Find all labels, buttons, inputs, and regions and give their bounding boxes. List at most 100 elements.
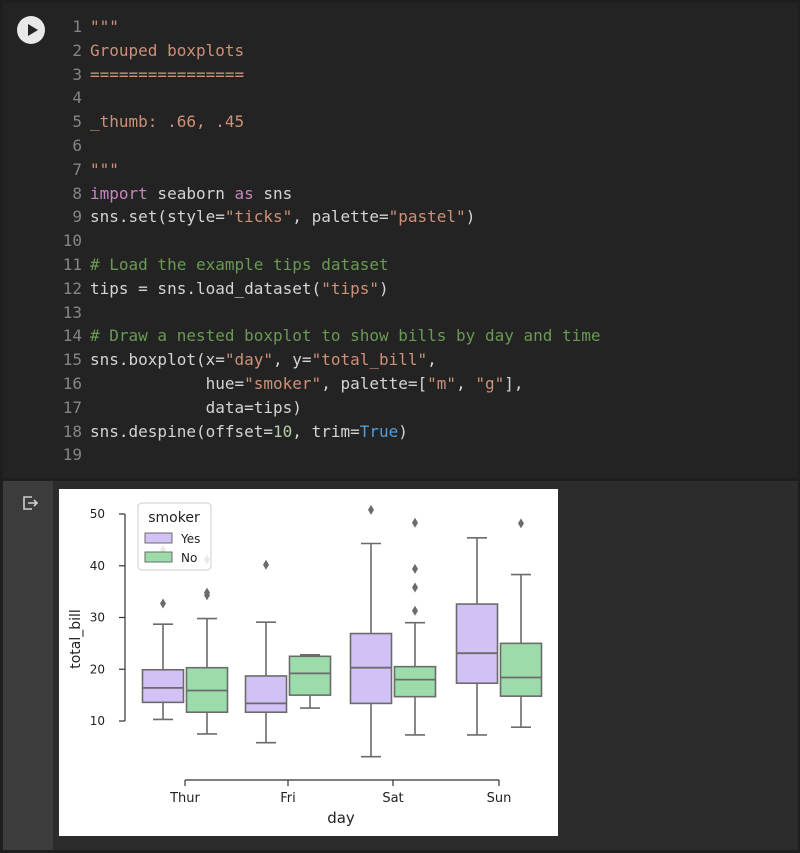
code-line: 1 """ bbox=[58, 15, 793, 39]
code-token: # Load the example tips dataset bbox=[90, 254, 389, 274]
outlier-point bbox=[204, 587, 210, 598]
y-tick-label: 20 bbox=[90, 662, 105, 676]
code-line: 16 hue="smoker", palette=["m", "g"], bbox=[58, 372, 793, 396]
code-token: , palette= bbox=[292, 207, 389, 227]
code-token: "m" bbox=[427, 373, 457, 393]
line-number: 1 bbox=[72, 17, 82, 36]
legend-label-no: No bbox=[181, 551, 197, 565]
code-editor[interactable]: 1 """ 2 Grouped boxplots 3 ================ 4 5… bbox=[58, 15, 793, 467]
line-number: 18 bbox=[62, 421, 82, 441]
code-line: 15 sns.boxplot(x="day", y="total_bill", bbox=[58, 348, 793, 372]
play-icon bbox=[28, 24, 38, 36]
code-line: 19 bbox=[58, 443, 793, 467]
code-token: sns.boxplot(x= bbox=[90, 350, 225, 370]
line-number: 9 bbox=[72, 207, 82, 227]
line-number: 7 bbox=[72, 159, 82, 179]
output-redirect-icon[interactable] bbox=[21, 494, 39, 512]
y-tick-label: 50 bbox=[90, 507, 105, 521]
code-token: , bbox=[427, 350, 437, 370]
code-cell[interactable]: 1 """ 2 Grouped boxplots 3 ================ 4 5… bbox=[3, 3, 798, 478]
line-number: 13 bbox=[62, 302, 82, 322]
code-token: Grouped boxplots bbox=[90, 40, 245, 60]
legend-label-yes: Yes bbox=[180, 532, 200, 546]
boxplot-figure: 10 20 30 40 50 total_bill Thur Fri Sat Sun day smok… bbox=[59, 489, 558, 836]
code-token: as bbox=[234, 183, 254, 203]
code-token: ) bbox=[378, 278, 389, 298]
x-tick-label: Sun bbox=[487, 791, 512, 806]
code-token: hue= bbox=[90, 373, 245, 393]
line-number: 12 bbox=[62, 278, 82, 298]
code-token: "tips" bbox=[321, 278, 379, 298]
line-number: 15 bbox=[62, 350, 82, 370]
code-token: ], bbox=[504, 373, 524, 393]
code-token: seaborn bbox=[147, 183, 235, 203]
outlier-point bbox=[412, 605, 418, 616]
code-line: 4 bbox=[58, 86, 793, 110]
code-line: 18 sns.despine(offset=10, trim=True) bbox=[58, 420, 793, 444]
code-token: ) bbox=[398, 421, 408, 441]
code-line: 17 data=tips) bbox=[58, 396, 793, 420]
code-token: # Draw a nested boxplot to show bills by… bbox=[90, 326, 601, 346]
code-token: "pastel" bbox=[388, 207, 466, 227]
box-no bbox=[499, 642, 543, 697]
y-tick-label: 10 bbox=[90, 714, 105, 728]
box-no bbox=[393, 665, 437, 698]
outlier-point bbox=[160, 598, 166, 609]
output-gutter bbox=[3, 481, 53, 850]
outlier-point bbox=[412, 563, 418, 574]
box-no bbox=[288, 655, 332, 696]
output-area: 10 20 30 40 50 total_bill Thur Fri Sat Sun day smok… bbox=[3, 481, 798, 850]
y-tick-label: 40 bbox=[90, 559, 105, 573]
code-token: , palette=[ bbox=[321, 373, 428, 393]
line-number: 10 bbox=[62, 231, 82, 251]
code-token: 10 bbox=[273, 421, 293, 441]
code-line: 11 # Load the example tips dataset bbox=[58, 253, 793, 277]
code-token: sns.despine(offset= bbox=[90, 421, 274, 441]
box-yes bbox=[455, 603, 499, 685]
code-line: 8 import seaborn as sns bbox=[58, 182, 793, 206]
box-yes bbox=[141, 668, 185, 704]
x-axis-label: day bbox=[327, 809, 355, 827]
code-token: , trim= bbox=[292, 421, 360, 441]
outlier-point bbox=[263, 559, 269, 570]
code-line: 13 bbox=[58, 301, 793, 325]
code-line: 7 """ bbox=[58, 158, 793, 182]
line-number: 17 bbox=[62, 397, 82, 417]
code-line: 12 tips = sns.load_dataset("tips") bbox=[58, 277, 793, 301]
line-number: 3 bbox=[72, 64, 82, 84]
legend-swatch-no bbox=[144, 551, 173, 563]
x-tick-label: Fri bbox=[280, 791, 296, 806]
code-token: "ticks" bbox=[224, 207, 293, 227]
box-yes bbox=[244, 675, 288, 714]
boxplot-chart: 10 20 30 40 50 total_bill Thur Fri Sat Sun day smok… bbox=[68, 502, 543, 827]
line-number: 6 bbox=[72, 135, 82, 155]
outlier-point bbox=[368, 504, 374, 515]
code-token: "g" bbox=[475, 373, 505, 393]
code-token: "total_bill" bbox=[311, 350, 428, 370]
code-token: """ bbox=[90, 159, 119, 179]
legend-swatch-yes bbox=[144, 532, 173, 544]
line-number: 11 bbox=[62, 254, 82, 274]
code-token: , bbox=[456, 373, 476, 393]
outlier-point bbox=[518, 518, 524, 529]
code-token: "smoker" bbox=[244, 373, 322, 393]
code-token: data=tips) bbox=[90, 397, 302, 417]
y-axis-label: total_bill bbox=[68, 609, 84, 669]
line-number: 8 bbox=[72, 183, 82, 203]
outlier-point bbox=[412, 582, 418, 593]
code-token: True bbox=[359, 421, 399, 441]
code-token: sns.set(style= bbox=[90, 207, 225, 227]
x-tick-label: Thur bbox=[169, 791, 200, 806]
code-token: ) bbox=[465, 207, 476, 227]
line-number: 16 bbox=[62, 373, 82, 393]
x-tick-label: Sat bbox=[382, 791, 403, 806]
legend-title: smoker bbox=[148, 510, 200, 526]
code-token: , y= bbox=[273, 350, 312, 370]
line-number: 4 bbox=[72, 88, 82, 108]
run-cell-button[interactable] bbox=[17, 16, 45, 44]
code-token: ================ bbox=[90, 64, 245, 84]
code-token: "day" bbox=[224, 350, 274, 370]
code-line: 5 _thumb: .66, .45 bbox=[58, 110, 793, 134]
line-number: 14 bbox=[62, 326, 82, 346]
code-line: 14 # Draw a nested boxplot to show bills … bbox=[58, 324, 793, 348]
